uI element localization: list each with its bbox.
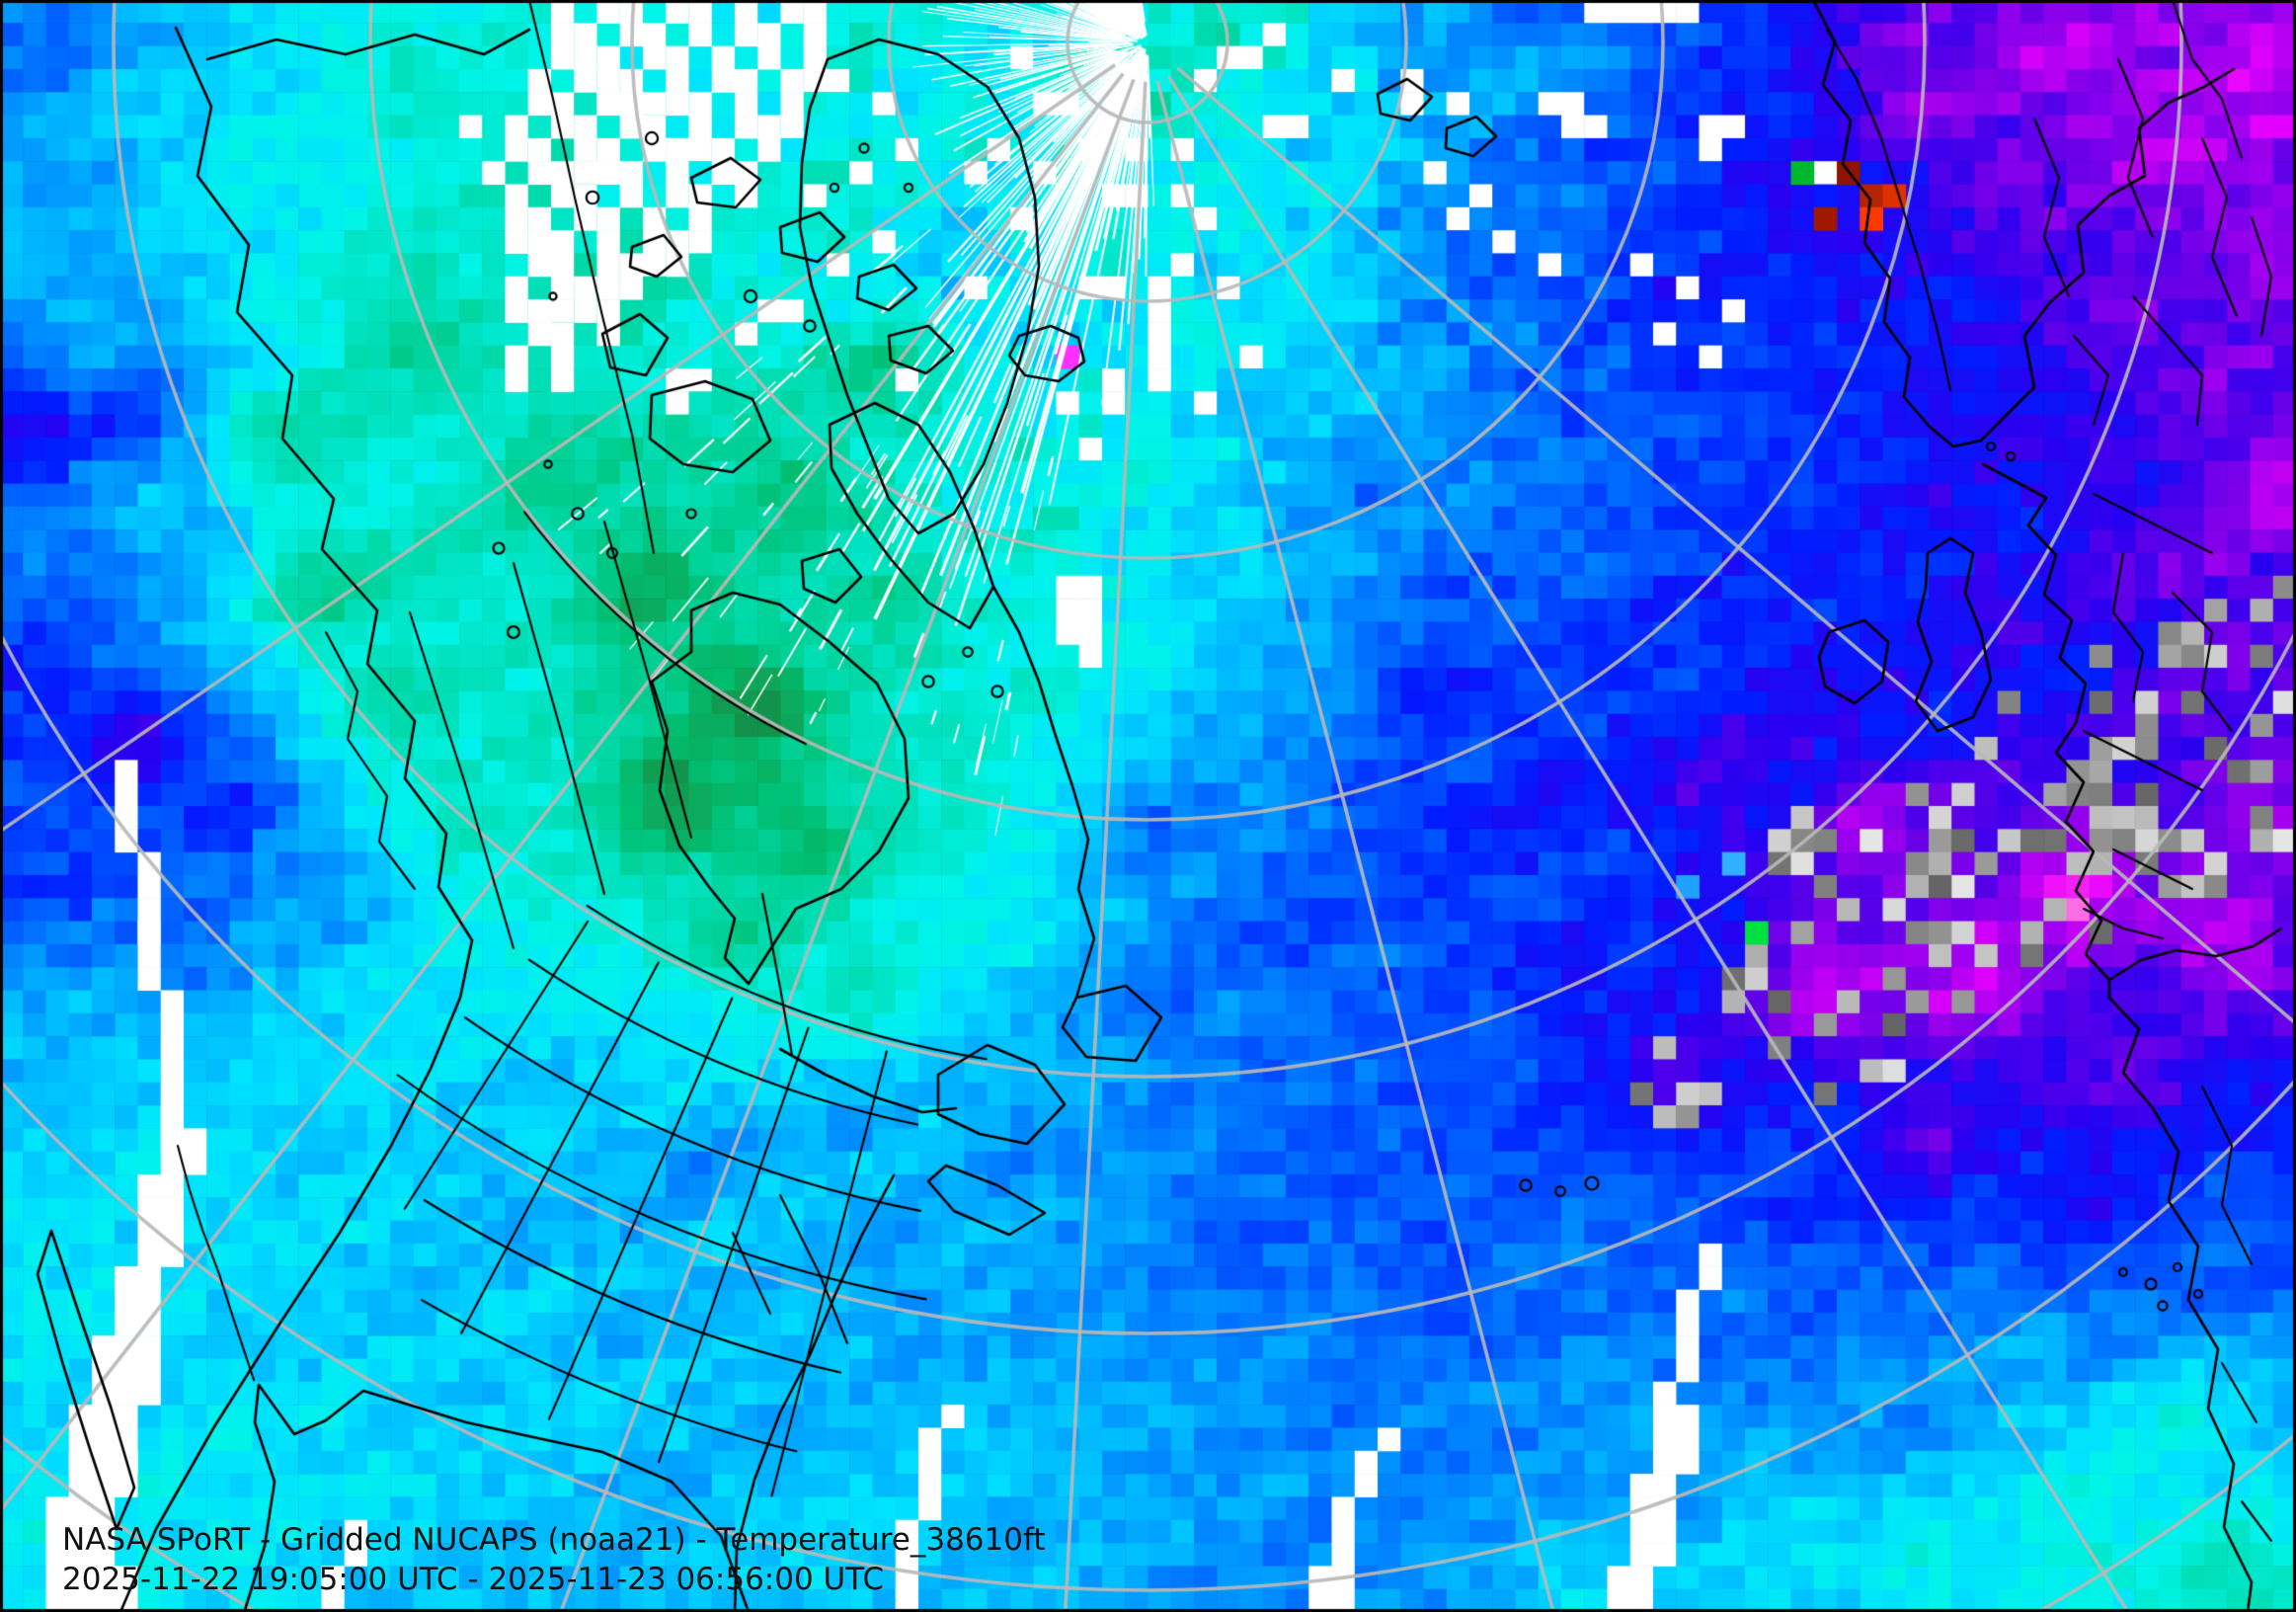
map-title-text: NASA SPoRT - Gridded NUCAPS (noaa21) - T… xyxy=(62,1522,1046,1558)
map-timerange-text: 2025-11-22 19:05:00 UTC - 2025-11-23 06:… xyxy=(62,1562,884,1597)
